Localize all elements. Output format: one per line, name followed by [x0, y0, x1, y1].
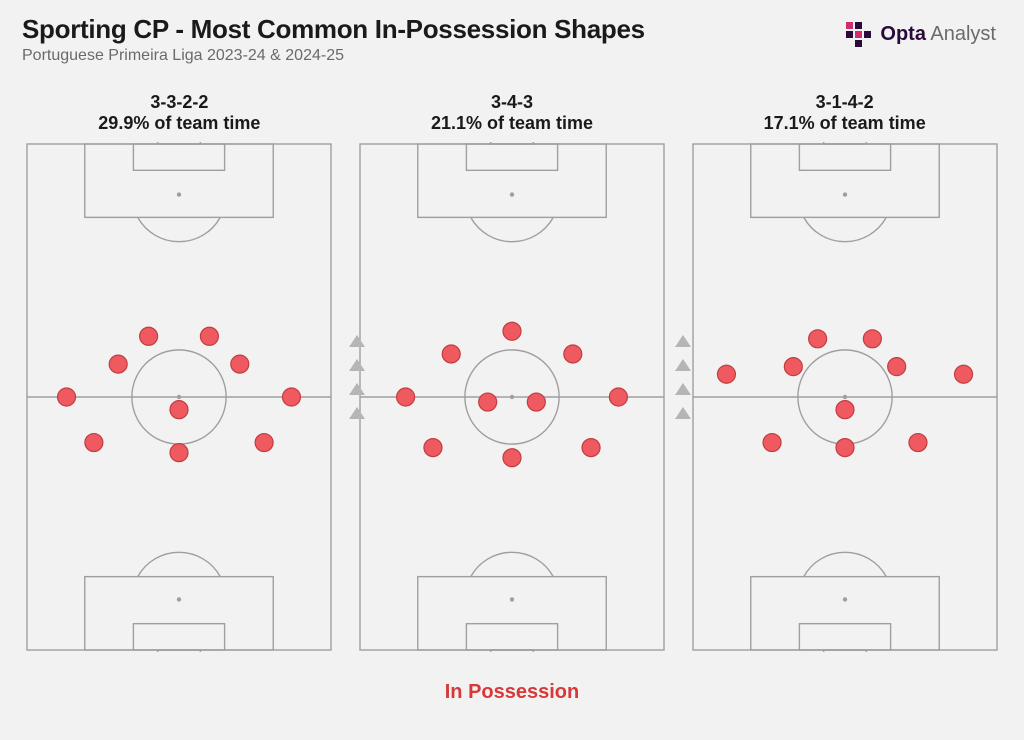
up-arrow-icon	[675, 335, 691, 347]
player-marker	[909, 434, 927, 452]
player-marker	[503, 322, 521, 340]
player-marker	[85, 434, 103, 452]
player-marker	[283, 388, 301, 406]
pitch	[358, 142, 666, 652]
player-marker	[609, 388, 627, 406]
player-marker	[442, 345, 460, 363]
player-marker	[863, 330, 881, 348]
player-marker	[784, 358, 802, 376]
player-marker	[836, 439, 854, 457]
brand-logo: Opta Analyst	[844, 20, 996, 48]
up-arrow-icon	[349, 359, 365, 371]
player-marker	[58, 388, 76, 406]
player-marker	[808, 330, 826, 348]
up-arrow-icon	[349, 335, 365, 347]
player-marker	[527, 393, 545, 411]
player-marker	[255, 434, 273, 452]
formation-pct: 17.1% of team time	[764, 113, 926, 134]
player-marker	[231, 355, 249, 373]
brand-bold: Opta	[880, 23, 926, 45]
player-marker	[170, 401, 188, 419]
up-arrow-icon	[349, 383, 365, 395]
player-marker	[201, 327, 219, 345]
footer-label: In Possession	[0, 681, 1024, 704]
formation-pct: 29.9% of team time	[98, 113, 260, 134]
player-marker	[479, 393, 497, 411]
formation-name: 3-4-3	[491, 92, 533, 113]
formation-panel: 3-4-321.1% of team time	[355, 92, 670, 652]
player-marker	[564, 345, 582, 363]
pitch-wrap	[691, 142, 999, 652]
player-marker	[887, 358, 905, 376]
player-marker	[397, 388, 415, 406]
opta-logo-icon	[844, 20, 872, 48]
pitch	[25, 142, 333, 652]
player-marker	[763, 434, 781, 452]
player-marker	[836, 401, 854, 419]
player-marker	[140, 327, 158, 345]
pitch	[691, 142, 999, 652]
up-arrow-icon	[675, 407, 691, 419]
player-marker	[954, 365, 972, 383]
formation-panels: 3-3-2-229.9% of team time3-4-321.1% of t…	[22, 92, 1002, 652]
player-marker	[170, 444, 188, 462]
up-arrow-icon	[675, 383, 691, 395]
pitch-wrap	[358, 142, 666, 652]
formation-pct: 21.1% of team time	[431, 113, 593, 134]
pitch-wrap	[25, 142, 333, 652]
player-marker	[503, 449, 521, 467]
footer-text: In Possession	[445, 681, 580, 703]
direction-arrow-column	[349, 335, 365, 419]
player-marker	[582, 439, 600, 457]
brand-light-text: Analyst	[930, 23, 996, 45]
formation-panel: 3-1-4-217.1% of team time	[687, 92, 1002, 652]
up-arrow-icon	[349, 407, 365, 419]
up-arrow-icon	[675, 359, 691, 371]
player-marker	[424, 439, 442, 457]
formation-name: 3-3-2-2	[150, 92, 208, 113]
formation-name: 3-1-4-2	[816, 92, 874, 113]
player-marker	[110, 355, 128, 373]
direction-arrow-column	[675, 335, 691, 419]
brand-name: Opta Analyst	[880, 23, 996, 46]
page-subtitle: Portuguese Primeira Liga 2023-24 & 2024-…	[22, 47, 1002, 65]
player-marker	[717, 365, 735, 383]
formation-panel: 3-3-2-229.9% of team time	[22, 92, 337, 652]
